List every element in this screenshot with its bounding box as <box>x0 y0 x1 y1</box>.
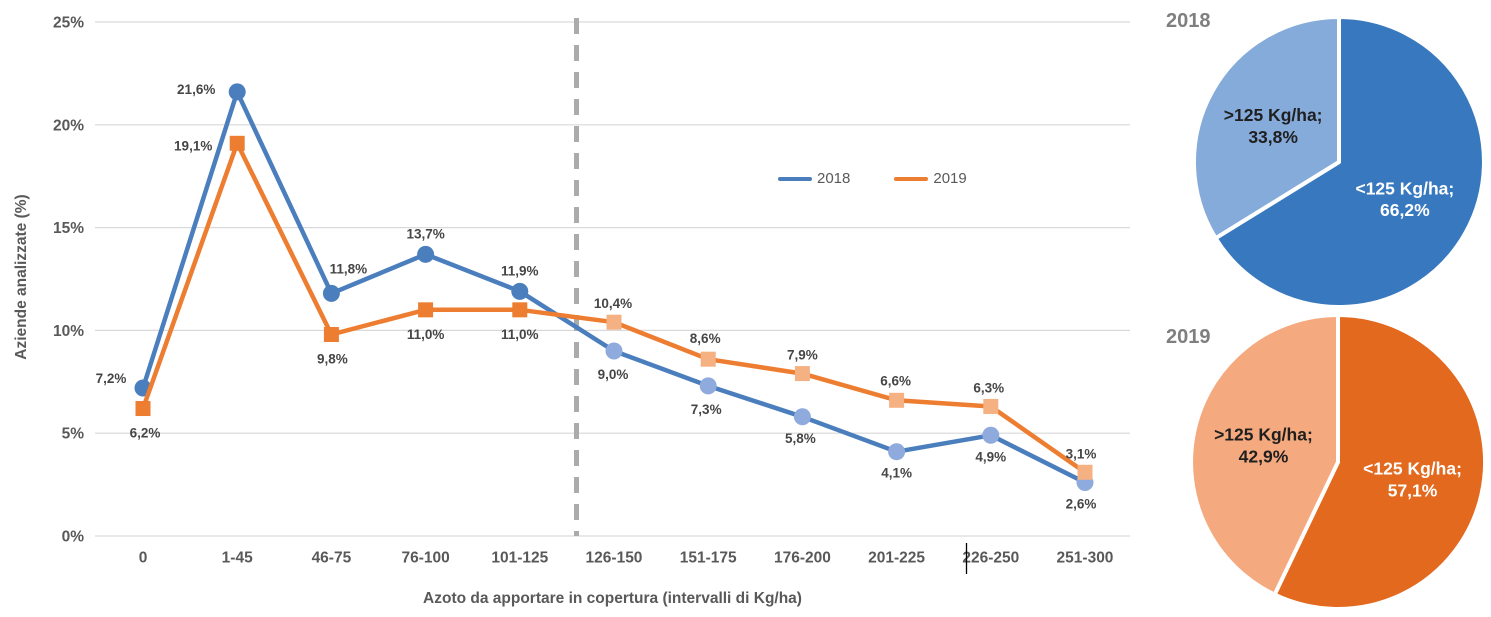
x-tick-label: 46-75 <box>312 550 352 567</box>
pie-slice-label: >125 Kg/ha; 33,8% <box>1224 105 1323 147</box>
data-label-2019: 19,1% <box>174 138 212 153</box>
legend-item-2018[interactable]: 2018 <box>778 170 850 187</box>
legend-swatch-2019 <box>894 176 929 181</box>
y-axis-title: Aziende analizzate (%) <box>13 194 30 360</box>
marker-2018-1-45[interactable] <box>228 83 246 101</box>
y-tick-label: 20% <box>53 117 84 134</box>
x-tick-label: 176-200 <box>774 550 831 567</box>
marker-2018-76-100[interactable] <box>417 245 435 263</box>
marker-2018-46-75[interactable] <box>322 284 340 302</box>
y-tick-label: 15% <box>53 220 84 237</box>
data-label-2019: 7,9% <box>787 348 818 363</box>
data-label-2019: 11,0% <box>407 327 445 342</box>
data-label-2018: 2,6% <box>1066 497 1097 512</box>
data-label-2019: 6,6% <box>880 373 911 388</box>
x-tick-label: 251-300 <box>1057 550 1114 567</box>
data-label-2019: 3,1% <box>1066 446 1097 461</box>
pie-slice-2019-42,9%[interactable] <box>1189 313 1340 597</box>
marker-2019-176-200[interactable] <box>794 366 810 382</box>
x-axis-title: Azoto da apportare in copertura (interva… <box>423 590 802 607</box>
pie-slice-label: <125 Kg/ha; 66,2% <box>1355 178 1454 220</box>
marker-2019-151-175[interactable] <box>700 351 716 367</box>
data-label-2019: 8,6% <box>690 331 721 346</box>
pie-slice-label: >125 Kg/ha; 42,9% <box>1214 425 1313 467</box>
marker-2019-1-45[interactable] <box>229 135 245 151</box>
data-label-2019: 6,3% <box>973 380 1004 395</box>
marker-2019-46-75[interactable] <box>323 327 339 343</box>
data-label-2018: 4,9% <box>975 449 1006 464</box>
pie-2019-title: 2019 <box>1166 326 1211 348</box>
marker-2018-201-225[interactable] <box>888 443 906 461</box>
marker-2019-126-150[interactable] <box>606 314 622 330</box>
marker-2018-176-200[interactable] <box>793 408 811 426</box>
y-tick-label: 10% <box>53 323 84 340</box>
data-label-2018: 11,8% <box>330 261 368 276</box>
marker-2019-201-225[interactable] <box>889 392 905 408</box>
marker-2019-226-250[interactable] <box>983 398 999 414</box>
pie-slice-2018-33,8%[interactable] <box>1191 15 1341 241</box>
pie-2018-title: 2018 <box>1166 10 1211 32</box>
marker-2019-101-125[interactable] <box>512 302 528 318</box>
series-line-2018[interactable] <box>140 89 1088 485</box>
pie-slice-2019-57,1%[interactable] <box>1272 313 1488 611</box>
data-label-2018: 21,6% <box>177 82 215 97</box>
legend-label-2019: 2019 <box>933 170 967 187</box>
data-label-2018: 4,1% <box>881 466 912 481</box>
data-label-2018: 13,7% <box>406 226 444 241</box>
marker-2018-101-125[interactable] <box>511 282 529 300</box>
legend: 2018 2019 <box>778 170 967 187</box>
x-tick-label: 0 <box>139 550 148 567</box>
data-label-2019: 11,0% <box>501 327 539 342</box>
data-label-2019: 10,4% <box>594 296 632 311</box>
x-tick-label: 151-175 <box>680 550 737 567</box>
data-label-2019: 9,8% <box>317 352 348 367</box>
x-tick-label: 1-45 <box>222 550 253 567</box>
x-tick-label: 76-100 <box>401 550 449 567</box>
y-tick-label: 0% <box>62 529 85 546</box>
data-label-2019: 6,2% <box>130 426 161 441</box>
x-tick-label: 126-150 <box>586 550 643 567</box>
y-tick-label: 25% <box>53 15 84 32</box>
data-label-2018: 7,3% <box>691 402 722 417</box>
marker-2018-151-175[interactable] <box>699 377 717 395</box>
x-tick-label: 201-225 <box>868 550 925 567</box>
y-tick-label: 5% <box>62 426 85 443</box>
data-label-2018: 9,0% <box>598 367 629 382</box>
marker-2018-126-150[interactable] <box>605 342 623 360</box>
data-label-2018: 7,2% <box>96 371 127 386</box>
marker-2018-226-250[interactable] <box>982 426 1000 444</box>
legend-label-2018: 2018 <box>817 170 851 187</box>
data-label-2018: 5,8% <box>785 431 816 446</box>
marker-2019-251-300[interactable] <box>1077 464 1093 480</box>
data-label-2018: 11,9% <box>501 263 539 278</box>
marker-2019-0[interactable] <box>135 401 151 417</box>
marker-2019-76-100[interactable] <box>418 302 434 318</box>
x-tick-label: 226-250 <box>962 550 1019 567</box>
pie-slice-label: <125 Kg/ha; 57,1% <box>1363 459 1462 501</box>
legend-swatch-2018 <box>778 176 812 181</box>
pie-slice-2018-66,2%[interactable] <box>1213 15 1486 309</box>
x-tick-label: 101-125 <box>491 550 548 567</box>
legend-item-2019[interactable]: 2019 <box>894 170 967 187</box>
